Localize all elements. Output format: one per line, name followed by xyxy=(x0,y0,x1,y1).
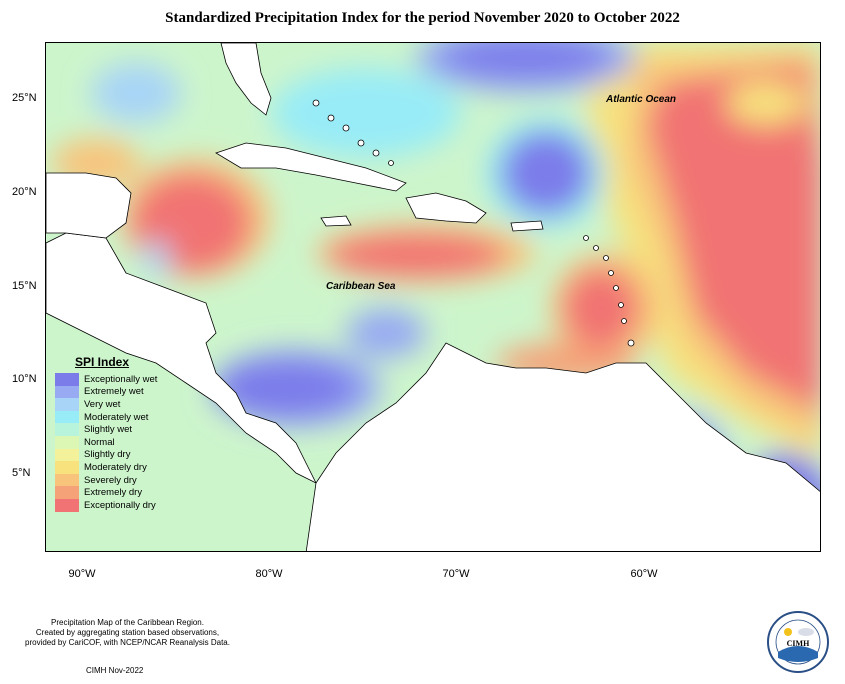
legend-item: Slightly wet xyxy=(55,423,157,436)
legend-label: Exceptionally dry xyxy=(84,499,156,511)
lat-label-10: 10°N xyxy=(12,373,37,385)
legend-item: Extremely dry xyxy=(55,486,157,499)
legend-title: SPI Index xyxy=(75,355,130,369)
legend-swatch xyxy=(55,498,79,512)
footer-line-2: Created by aggregating station based obs… xyxy=(35,628,220,637)
cimh-logo: CIMH xyxy=(767,611,829,673)
logo-text: CIMH xyxy=(787,639,810,648)
legend-label: Slightly dry xyxy=(84,449,131,461)
legend-item: Exceptionally wet xyxy=(55,373,157,386)
legend-label: Very wet xyxy=(84,398,121,410)
legend-label: Moderately dry xyxy=(84,461,147,473)
footer-line-3: provided by CariCOF, with NCEP/NCAR Rean… xyxy=(25,638,230,647)
legend-swatch xyxy=(55,448,79,462)
legend-label: Extremely dry xyxy=(84,487,143,499)
lat-label-5: 5°N xyxy=(12,467,31,479)
legend-swatch xyxy=(55,486,79,499)
lon-label-60: 60°W xyxy=(630,568,658,580)
legend-label: Extremely wet xyxy=(84,386,144,398)
spi-map-canvas xyxy=(46,43,820,551)
lat-label-25: 25°N xyxy=(12,92,37,104)
lon-label-70: 70°W xyxy=(442,568,470,580)
lat-label-20: 20°N xyxy=(12,186,37,198)
lon-label-80: 80°W xyxy=(255,568,283,580)
small-islands xyxy=(312,99,635,347)
legend-item: Very wet xyxy=(55,398,157,411)
legend-items: Exceptionally wet Extremely wet Very wet Mo… xyxy=(55,373,157,512)
caribbean-sea-label: Caribbean Sea xyxy=(326,281,396,292)
legend-item: Moderately dry xyxy=(55,461,157,474)
lat-label-15: 15°N xyxy=(12,280,37,292)
legend-swatch xyxy=(55,410,79,424)
legend-item: Moderately wet xyxy=(55,410,157,424)
legend-item: Extremely wet xyxy=(55,385,157,399)
landmass xyxy=(46,43,820,551)
legend-label: Slightly wet xyxy=(84,424,133,436)
footer-credit: CIMH Nov-2022 xyxy=(86,666,144,675)
atlantic-ocean-label: Atlantic Ocean xyxy=(606,94,677,105)
legend-item: Severely dry xyxy=(55,473,157,487)
legend-swatch xyxy=(55,473,79,487)
legend-label: Severely dry xyxy=(84,474,137,486)
legend-swatch xyxy=(55,385,79,399)
legend-swatch xyxy=(55,423,79,436)
legend-swatch xyxy=(55,398,79,411)
legend-item: Normal xyxy=(55,435,157,449)
footer-line-1: Precipitation Map of the Caribbean Regio… xyxy=(51,618,204,627)
legend-item: Slightly dry xyxy=(55,448,157,462)
legend-swatch xyxy=(55,435,79,449)
spi-map xyxy=(45,42,821,552)
map-title: Standardized Precipitation Index for the… xyxy=(165,10,680,26)
spi-legend: SPI Index Exceptionally wet Extremely wet… xyxy=(55,355,157,512)
legend-label: Moderately wet xyxy=(84,411,149,423)
legend-swatch xyxy=(55,373,79,386)
legend-label: Normal xyxy=(84,436,115,448)
map-footer: Precipitation Map of the Caribbean Regio… xyxy=(10,618,245,648)
legend-label: Exceptionally wet xyxy=(84,373,158,385)
legend-swatch xyxy=(55,461,79,474)
lon-label-90: 90°W xyxy=(68,568,96,580)
legend-item: Exceptionally dry xyxy=(55,498,157,512)
